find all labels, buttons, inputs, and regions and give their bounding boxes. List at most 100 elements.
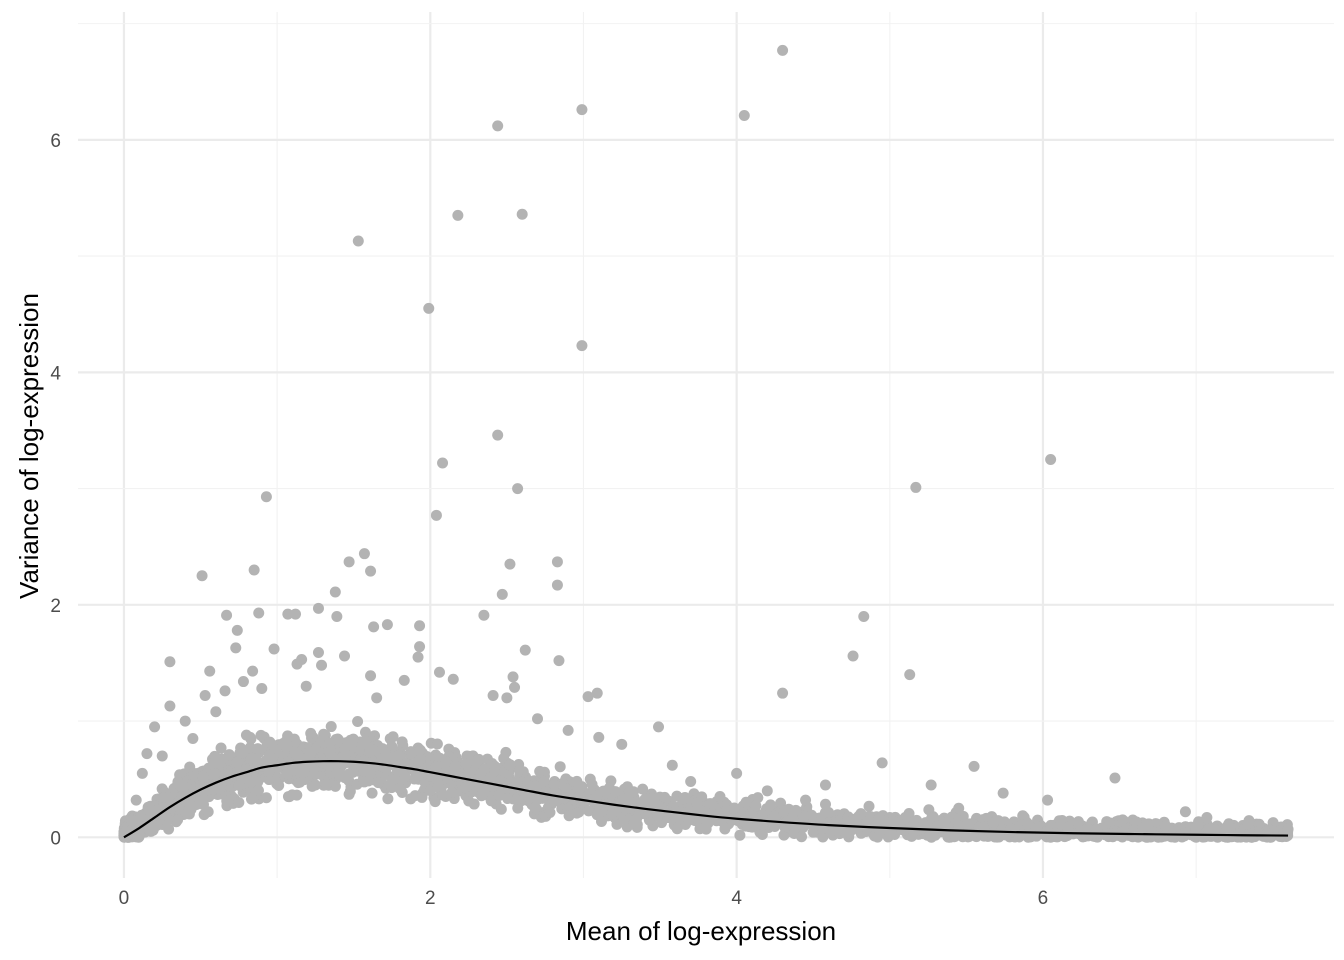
x-tick-label: 6 bbox=[1038, 888, 1049, 909]
data-point bbox=[368, 621, 380, 633]
data-point bbox=[519, 644, 531, 656]
cloud-point bbox=[406, 748, 418, 760]
data-point bbox=[576, 104, 588, 116]
cloud-point bbox=[504, 759, 516, 771]
cloud-point bbox=[372, 777, 384, 789]
cloud-point bbox=[987, 817, 999, 829]
cloud-point bbox=[1189, 830, 1201, 842]
cloud-point bbox=[1243, 815, 1255, 827]
data-point bbox=[509, 681, 521, 693]
data-point bbox=[309, 779, 321, 791]
data-point bbox=[1022, 817, 1034, 829]
data-point bbox=[329, 586, 341, 598]
cloud-point bbox=[512, 802, 524, 814]
data-point bbox=[437, 457, 449, 469]
data-point bbox=[187, 733, 199, 745]
data-point bbox=[777, 44, 789, 56]
data-point bbox=[196, 570, 208, 582]
cloud-point bbox=[240, 772, 252, 784]
data-point bbox=[202, 806, 214, 818]
cloud-point bbox=[631, 813, 643, 825]
cloud-point bbox=[288, 735, 300, 747]
cloud-point bbox=[953, 820, 965, 832]
cloud-point bbox=[280, 742, 292, 754]
data-point bbox=[366, 787, 378, 799]
data-point bbox=[371, 692, 383, 704]
data-point bbox=[593, 731, 605, 743]
cloud-point bbox=[304, 746, 316, 758]
data-point bbox=[504, 558, 516, 570]
data-point bbox=[381, 619, 393, 631]
cloud-point bbox=[485, 772, 497, 784]
cloud-point bbox=[1104, 817, 1116, 829]
data-point bbox=[876, 757, 888, 769]
data-point bbox=[339, 650, 351, 662]
cloud-point bbox=[700, 823, 712, 835]
cloud-point bbox=[209, 768, 221, 780]
data-point bbox=[423, 302, 435, 314]
cloud-point bbox=[399, 771, 411, 783]
cloud-point bbox=[477, 784, 489, 796]
cloud-point bbox=[728, 802, 740, 814]
cloud-point bbox=[475, 767, 487, 779]
trend-line bbox=[123, 760, 1289, 839]
cloud-point bbox=[534, 765, 546, 777]
cloud-point bbox=[1203, 823, 1215, 835]
data-point bbox=[1201, 812, 1213, 824]
cloud-point bbox=[806, 809, 818, 821]
data-point bbox=[432, 780, 444, 792]
data-point bbox=[237, 676, 249, 688]
cloud-point bbox=[611, 818, 623, 830]
x-axis-ticks: 0 2 4 6 bbox=[119, 888, 1049, 909]
data-point bbox=[414, 641, 426, 653]
cloud-point bbox=[1005, 824, 1017, 836]
cloud-point bbox=[363, 766, 375, 778]
cloud-point bbox=[382, 793, 394, 805]
data-point bbox=[1179, 806, 1191, 818]
cloud-point bbox=[1261, 828, 1273, 840]
cloud-point bbox=[796, 831, 808, 843]
cloud-point bbox=[449, 760, 461, 772]
data-point bbox=[858, 610, 870, 622]
data-point bbox=[352, 235, 364, 247]
cloud-point bbox=[991, 831, 1003, 843]
cloud-point bbox=[1025, 831, 1037, 843]
cloud-point bbox=[320, 778, 332, 790]
cloud-point bbox=[1045, 819, 1057, 831]
cloud-point bbox=[135, 810, 147, 822]
cloud-point bbox=[210, 751, 222, 763]
cloud-point bbox=[1091, 823, 1103, 835]
data-point bbox=[576, 340, 588, 352]
data-point bbox=[283, 791, 295, 803]
cloud-point bbox=[158, 792, 170, 804]
cloud-point bbox=[538, 775, 550, 787]
data-point bbox=[501, 692, 513, 704]
data-point bbox=[478, 609, 490, 621]
x-axis-title: Mean of log-expression bbox=[566, 916, 836, 946]
data-point bbox=[1117, 814, 1129, 826]
data-point bbox=[164, 700, 176, 712]
cloud-point bbox=[513, 764, 525, 776]
cloud-point bbox=[181, 808, 193, 820]
data-point bbox=[838, 817, 850, 829]
cloud-point bbox=[359, 735, 371, 747]
data-point bbox=[1221, 821, 1233, 833]
data-point bbox=[493, 789, 505, 801]
data-point bbox=[433, 666, 445, 678]
cloud-point bbox=[1179, 827, 1191, 839]
cloud-point bbox=[819, 798, 831, 810]
cloud-point bbox=[586, 778, 598, 790]
x-tick-label: 4 bbox=[731, 888, 742, 909]
cloud-point bbox=[529, 802, 541, 814]
data-point bbox=[925, 779, 937, 791]
cloud-point bbox=[548, 779, 560, 791]
cloud-point bbox=[414, 753, 426, 765]
cloud-point bbox=[705, 798, 717, 810]
data-point bbox=[126, 815, 138, 827]
data-point bbox=[312, 602, 324, 614]
data-point bbox=[233, 796, 245, 808]
data-point bbox=[149, 721, 161, 733]
data-point bbox=[290, 608, 302, 620]
cloud-point bbox=[1118, 825, 1130, 837]
